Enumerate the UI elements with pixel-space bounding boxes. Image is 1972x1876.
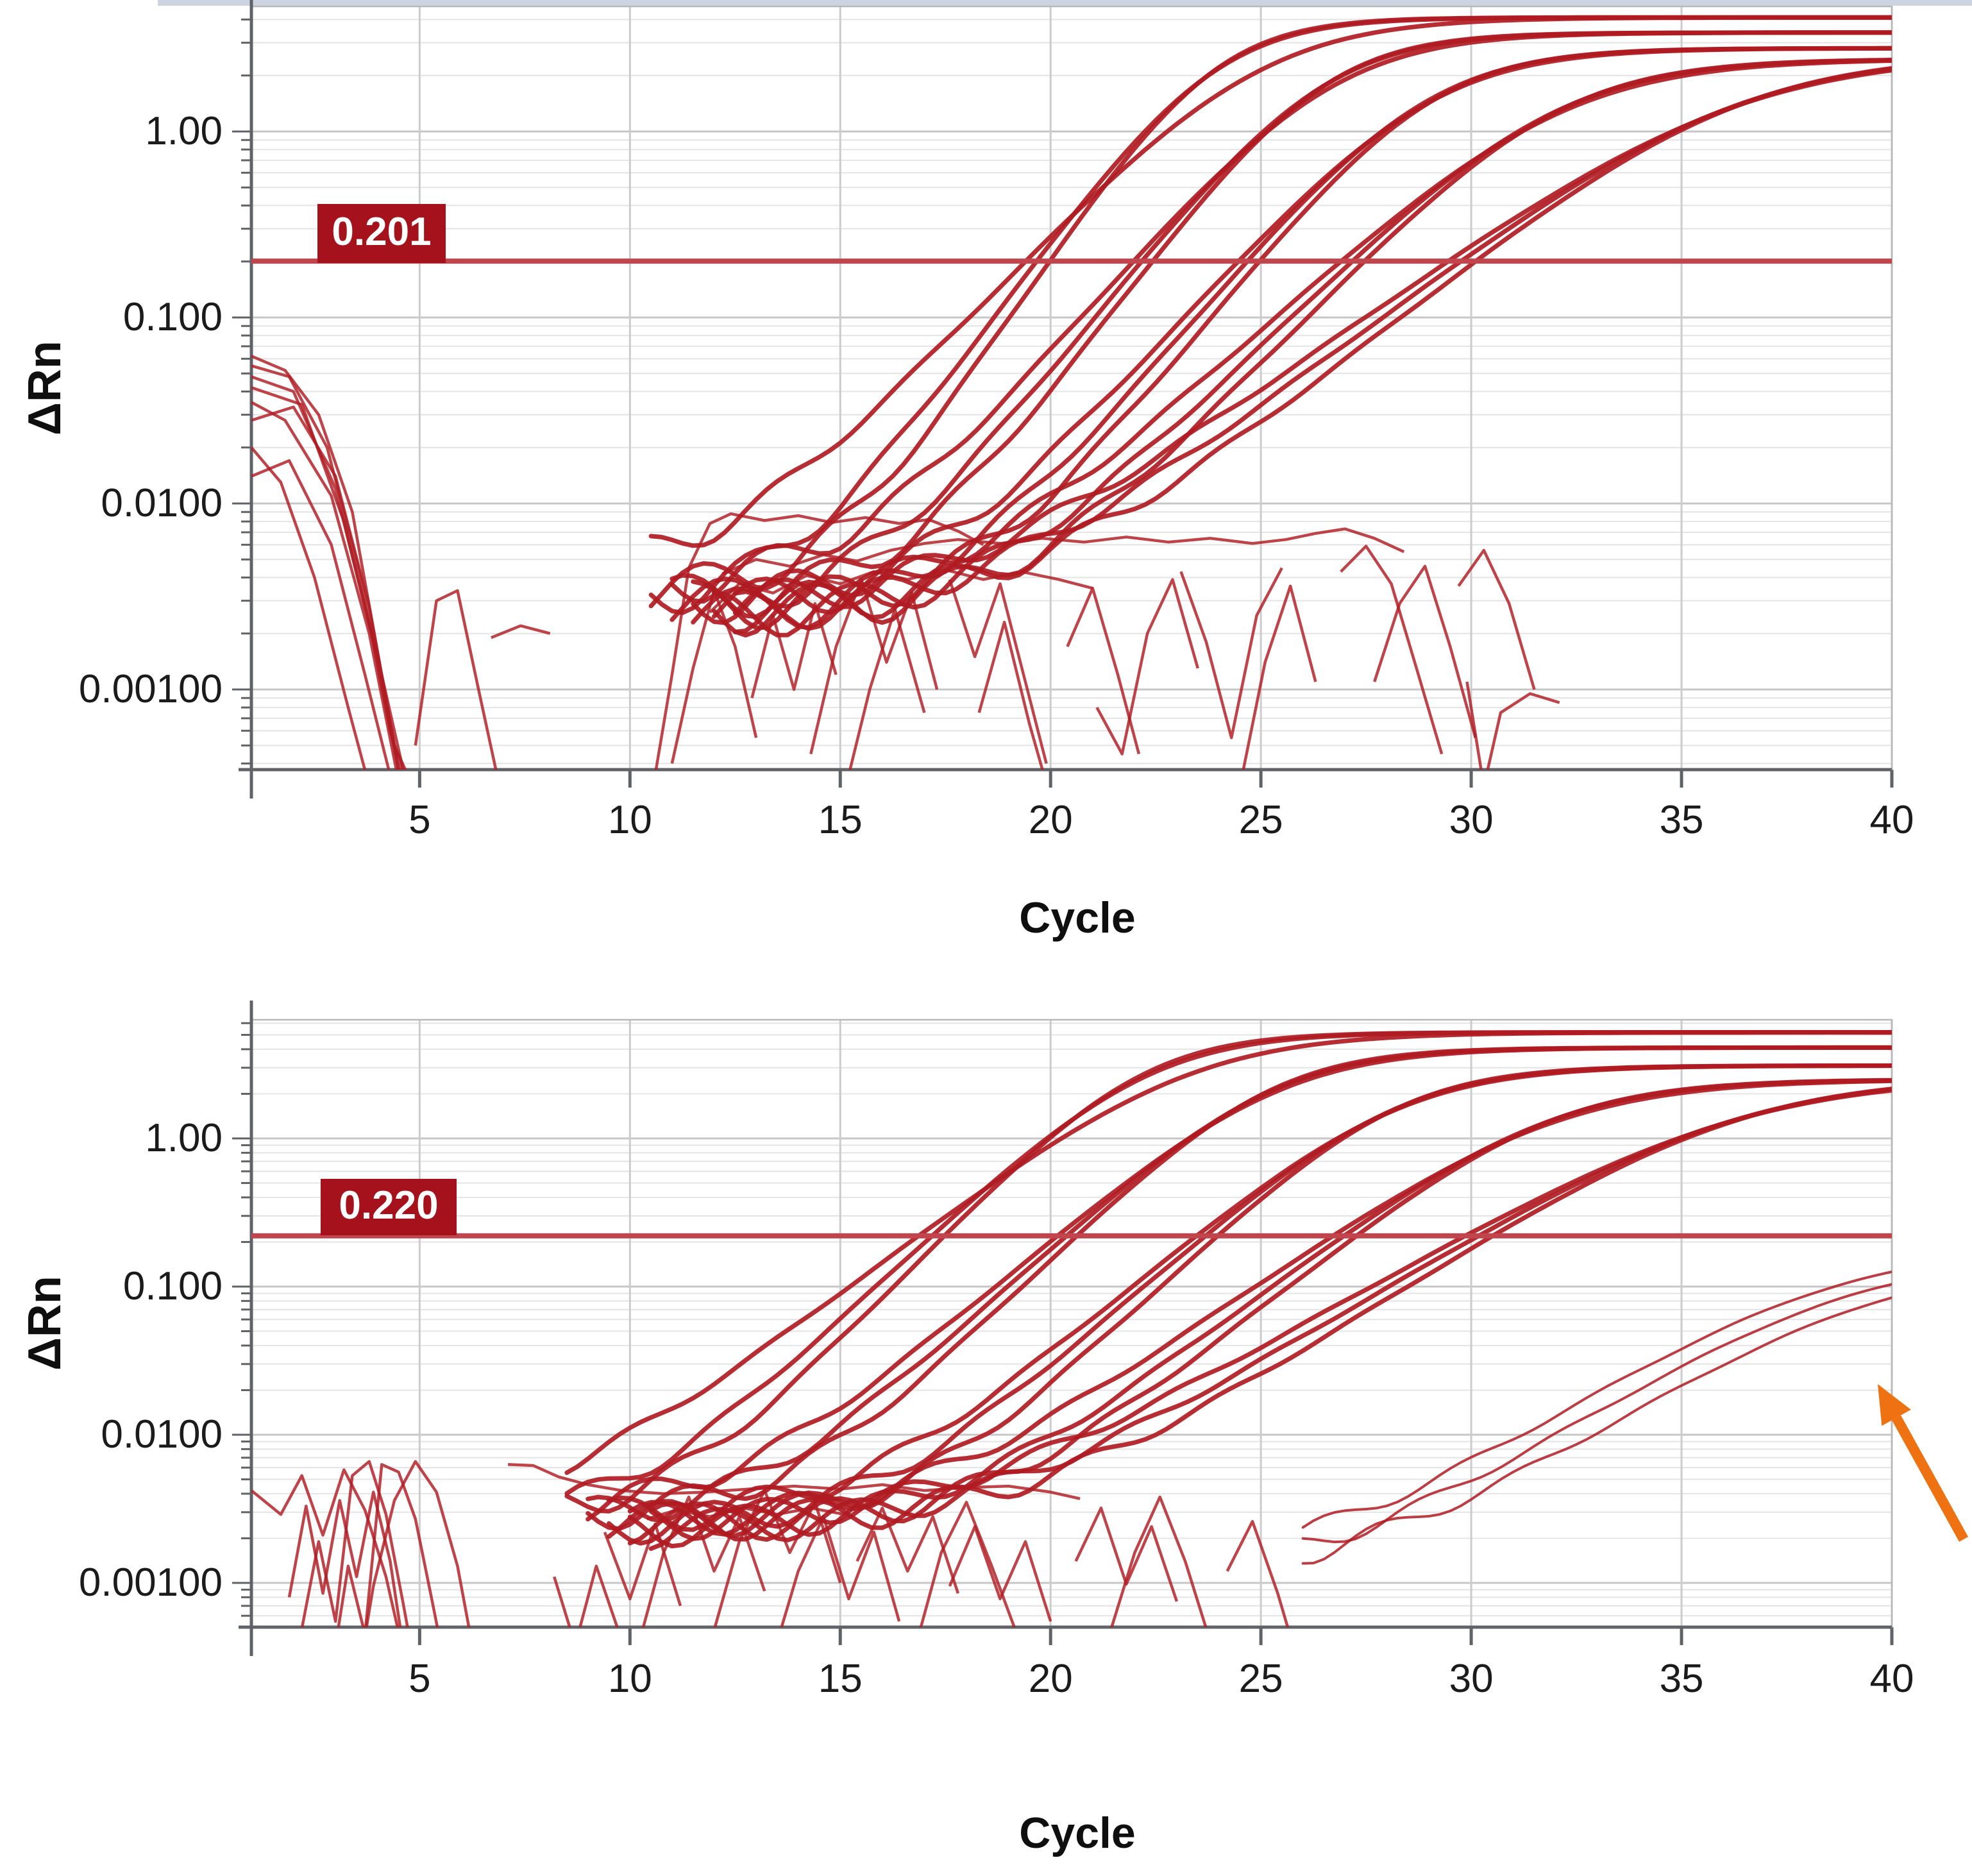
- x-tick-label: 15: [818, 1657, 863, 1701]
- x-axis-label-top-plot: Cycle: [1019, 893, 1136, 942]
- amplification-curve-dilution-1: [564, 1030, 1892, 1514]
- baseline-noise-trace: [365, 1460, 471, 1627]
- baseline-noise-trace: [251, 375, 400, 770]
- baseline-noise-trace: [300, 1460, 409, 1627]
- baseline-noise-trace: [1465, 681, 1560, 770]
- threshold-value-badge-bottom-plot: 0.220: [321, 1179, 457, 1235]
- y-tick-label: 0.0100: [101, 481, 223, 525]
- amplification-curve-late-low-plateau: [1301, 1296, 1892, 1565]
- annotation-arrow-shaft: [1892, 1415, 1968, 1542]
- baseline-noise-trace: [491, 624, 551, 639]
- x-tick-label: 25: [1238, 798, 1283, 842]
- amplification-curve-dilution-5: [648, 1086, 1892, 1542]
- x-tick-label: 25: [1238, 1657, 1283, 1701]
- x-tick-label: 10: [607, 1657, 652, 1701]
- baseline-noise-trace: [1373, 564, 1477, 738]
- baseline-noise-trace: [1340, 545, 1444, 755]
- y-axis-label-bottom-plot: ΔRn: [19, 1276, 71, 1371]
- x-tick-label: 10: [607, 798, 652, 842]
- x-axis-label-bottom-plot: Cycle: [1019, 1809, 1136, 1857]
- x-tick-label: 35: [1659, 798, 1704, 842]
- baseline-noise-trace: [1074, 1507, 1179, 1602]
- threshold-value-badge-top-plot: 0.201: [317, 204, 446, 263]
- gridlines-plot-0: [251, 6, 1893, 770]
- amplification-curve-dilution-2: [670, 30, 1892, 620]
- baseline-noise-trace: [1095, 578, 1199, 756]
- amplification-curve-dilution-2: [586, 1045, 1892, 1523]
- baseline-noise-trace: [414, 589, 498, 770]
- amplification-curve-dilution-5: [732, 66, 1892, 634]
- x-tick-label: 15: [818, 798, 863, 842]
- amplification-curve-late-low-plateau: [1301, 1283, 1892, 1544]
- amplification-curve-late-low-plateau: [1301, 1271, 1892, 1529]
- baseline-noise-trace: [919, 1501, 1016, 1627]
- y-tick-label: 0.00100: [78, 1560, 223, 1605]
- y-tick-label: 1.00: [145, 109, 223, 153]
- y-tick-label: 0.100: [122, 1264, 223, 1308]
- x-tick-label: 40: [1869, 1657, 1914, 1701]
- y-tick-label: 0.00100: [78, 667, 223, 711]
- y-tick-label: 0.0100: [101, 1412, 223, 1457]
- curves-plot-1: [251, 1030, 1892, 1627]
- baseline-noise-trace: [1066, 586, 1141, 755]
- curves-plot-0: [251, 15, 1892, 770]
- y-tick-label: 1.00: [145, 1116, 223, 1160]
- baseline-noise-trace: [603, 1522, 682, 1607]
- baseline-noise-trace: [251, 355, 401, 770]
- amplification-curve-dilution-3: [607, 1063, 1892, 1539]
- axes-plot-1: [232, 1001, 1894, 1656]
- y-tick-label: 0.100: [122, 295, 223, 339]
- x-tick-label: 5: [409, 798, 431, 842]
- amplification-curve-dilution-1: [648, 15, 1892, 609]
- annotation-arrow-head: [1878, 1384, 1911, 1426]
- window-edge-strip: [158, 0, 1972, 6]
- amplification-curve-dilution-1: [564, 1030, 1892, 1475]
- baseline-noise-trace: [1457, 548, 1536, 690]
- baseline-noise-trace: [1226, 1519, 1290, 1627]
- baseline-noise-trace: [750, 602, 838, 698]
- amplification-curve-dilution-4: [627, 1077, 1892, 1546]
- amplification-curve-dilution-3: [691, 46, 1892, 630]
- baseline-noise-trace: [948, 1525, 1052, 1622]
- baseline-noise-trace: [251, 1468, 400, 1627]
- x-tick-label: 20: [1028, 1657, 1073, 1701]
- x-tick-label: 30: [1449, 1657, 1494, 1701]
- baseline-noise-trace: [1242, 584, 1317, 770]
- baseline-noise-trace: [287, 1491, 402, 1627]
- baseline-noise-trace: [251, 364, 403, 770]
- amplification-curve-dilution-1: [648, 15, 1892, 615]
- x-tick-label: 40: [1869, 798, 1914, 842]
- baseline-noise-trace: [948, 579, 1048, 764]
- amplification-curve-dilution-4: [712, 58, 1892, 638]
- baseline-noise-trace: [553, 1564, 619, 1627]
- baseline-noise-trace: [848, 607, 926, 770]
- x-tick-label: 35: [1659, 1657, 1704, 1701]
- amplification-curve-dilution-5: [732, 68, 1892, 616]
- baseline-noise-trace: [251, 459, 391, 770]
- amplification-curve-dilution-1: [564, 1030, 1892, 1496]
- x-tick-label: 5: [409, 1657, 431, 1701]
- amplification-curve-dilution-1: [648, 15, 1892, 548]
- amplification-curve-dilution-3: [691, 46, 1892, 630]
- baseline-noise-trace: [977, 620, 1044, 770]
- axes-plot-0: [232, 0, 1894, 799]
- baseline-noise-trace: [780, 1515, 901, 1627]
- gridlines-plot-1: [251, 1020, 1893, 1628]
- amplification-curve-dilution-4: [712, 58, 1892, 619]
- baseline-noise-trace: [251, 405, 407, 770]
- baseline-noise-trace: [251, 446, 367, 770]
- baseline-noise-trace: [1110, 1495, 1208, 1627]
- amplification-curve-dilution-5: [648, 1088, 1892, 1541]
- amplification-curve-dilution-2: [586, 1045, 1892, 1532]
- baseline-noise-trace: [713, 1489, 842, 1627]
- baseline-noise-trace: [1179, 567, 1283, 739]
- x-tick-label: 20: [1028, 798, 1073, 842]
- baseline-noise-trace: [337, 1463, 439, 1627]
- x-tick-label: 30: [1449, 798, 1494, 842]
